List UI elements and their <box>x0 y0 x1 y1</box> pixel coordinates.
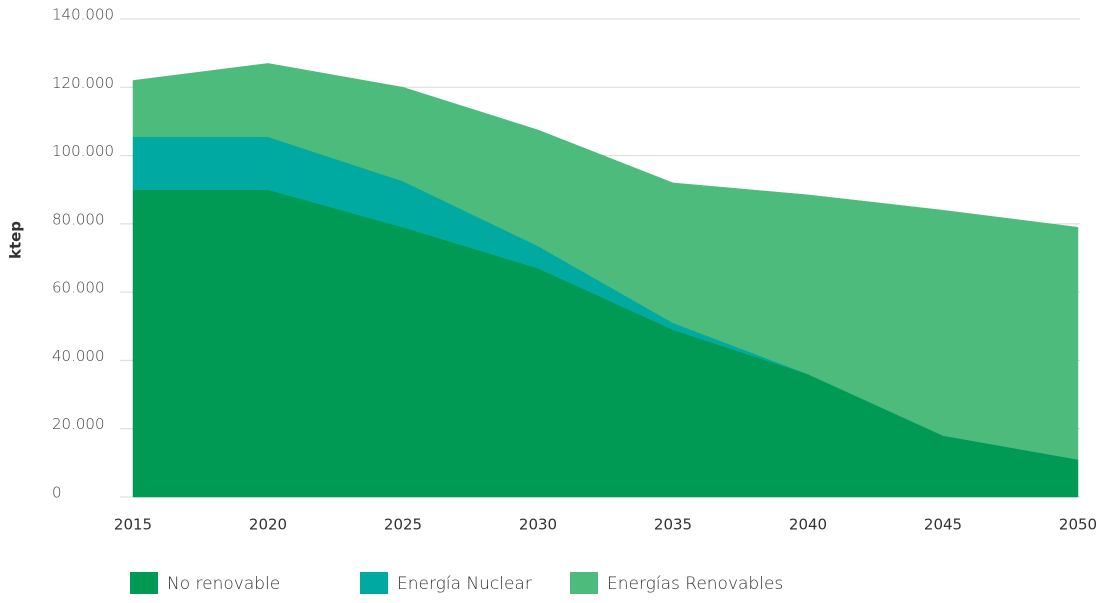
y-axis-label: ktep <box>7 221 25 259</box>
legend-swatch <box>570 572 598 594</box>
legend-label: Energía Nuclear <box>397 574 532 594</box>
legend-swatch <box>130 572 158 594</box>
area <box>132 63 1079 460</box>
y-tick-label: 60.000 <box>52 279 105 297</box>
legend-label: No renovable <box>167 574 280 594</box>
x-tick-label: 2025 <box>384 516 422 534</box>
x-tick-label: 2040 <box>789 516 827 534</box>
x-tick-label: 2020 <box>249 516 287 534</box>
x-tick-label: 2035 <box>654 516 692 534</box>
y-tick-label: 40.000 <box>52 347 105 365</box>
y-tick-label: 80.000 <box>52 210 105 228</box>
y-tick-label: 100.000 <box>52 142 114 160</box>
x-tick-label: 2045 <box>924 516 962 534</box>
y-tick-label: 0 <box>52 484 62 502</box>
y-tick-label: 140.000 <box>52 6 114 24</box>
x-tick-label: 2015 <box>114 516 152 534</box>
x-tick-label: 2050 <box>1059 516 1097 534</box>
legend-swatch <box>360 572 388 594</box>
x-tick-label: 2030 <box>519 516 557 534</box>
y-tick-label: 120.000 <box>52 74 114 92</box>
y-tick-label: 20.000 <box>52 415 105 433</box>
legend-label: Energías Renovables <box>607 574 783 594</box>
